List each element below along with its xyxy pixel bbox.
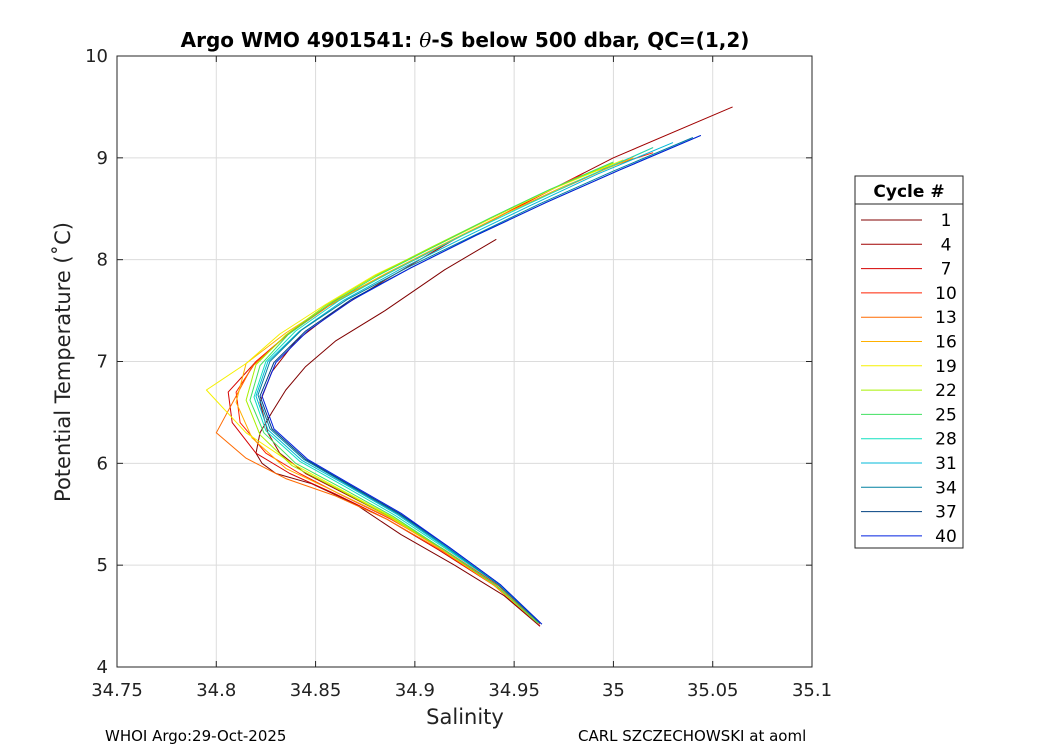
y-tick-label: 4 xyxy=(97,657,108,678)
x-tick-label: 34.9 xyxy=(395,680,435,701)
legend-label-cycle-1: 1 xyxy=(941,211,952,231)
y-tick-label: 7 xyxy=(97,352,108,373)
legend-label-cycle-19: 19 xyxy=(935,357,957,377)
x-tick-label: 34.95 xyxy=(488,680,540,701)
axis-ticks: 34.75 34.8 34.85 34.9 34.95 35 35.05 35.1 4 5 6 7 8 9… xyxy=(85,46,832,701)
y-tick-label: 5 xyxy=(97,555,108,576)
y-axis-label: Potential Temperature (˚C) xyxy=(51,222,75,502)
legend-label-cycle-37: 37 xyxy=(935,503,957,523)
x-tick-label: 34.75 xyxy=(91,680,143,701)
series-line-cycle-40 xyxy=(261,134,701,625)
chart-title-theta: θ xyxy=(419,28,431,52)
x-tick-label: 35 xyxy=(602,680,625,701)
legend-label-cycle-7: 7 xyxy=(941,260,952,280)
legend-label-cycle-4: 4 xyxy=(941,235,952,255)
y-tick-label: 10 xyxy=(85,46,108,67)
chart-title-prefix: Argo WMO 4901541: xyxy=(181,28,420,52)
series-lines xyxy=(205,106,733,627)
legend-label-cycle-40: 40 xyxy=(935,527,957,547)
legend-title: Cycle # xyxy=(873,182,944,202)
legend-label-cycle-28: 28 xyxy=(935,430,957,450)
legend-label-cycle-10: 10 xyxy=(935,284,957,304)
legend-label-cycle-22: 22 xyxy=(935,381,957,401)
footer-left: WHOI Argo:29-Oct-2025 xyxy=(105,727,286,745)
legend-label-cycle-31: 31 xyxy=(935,454,957,474)
y-tick-label: 6 xyxy=(97,453,108,474)
chart-title: Argo WMO 4901541: θ-S below 500 dbar, QC… xyxy=(181,28,750,52)
legend: Cycle # 1 4 7 10 13 16 19 22 25 28 31 34 37 40 xyxy=(854,175,964,549)
series-line-cycle-16 xyxy=(235,157,634,624)
legend-box xyxy=(854,175,964,549)
y-tick-label: 8 xyxy=(97,250,108,271)
x-tick-label: 35.1 xyxy=(792,680,832,701)
legend-label-cycle-16: 16 xyxy=(935,333,957,353)
series-line-cycle-25 xyxy=(249,161,614,624)
legend-label-cycle-25: 25 xyxy=(935,405,957,425)
chart-title-suffix: -S below 500 dbar, QC=(1,2) xyxy=(431,28,749,52)
series-line-cycle-34 xyxy=(257,137,694,624)
series-line-cycle-31 xyxy=(255,142,674,624)
series-line-cycle-28 xyxy=(253,147,654,624)
legend-label-cycle-34: 34 xyxy=(935,478,957,498)
y-tick-label: 9 xyxy=(97,148,108,169)
footer-right: CARL SZCZECHOWSKI at aoml xyxy=(578,727,806,745)
legend-items: 1 4 7 10 13 16 19 22 25 28 31 34 37 40 xyxy=(861,211,957,547)
x-axis-label: Salinity xyxy=(426,705,504,729)
x-tick-label: 34.85 xyxy=(290,680,342,701)
x-tick-label: 35.05 xyxy=(687,680,739,701)
x-tick-label: 34.8 xyxy=(196,680,236,701)
legend-label-cycle-13: 13 xyxy=(935,308,957,328)
